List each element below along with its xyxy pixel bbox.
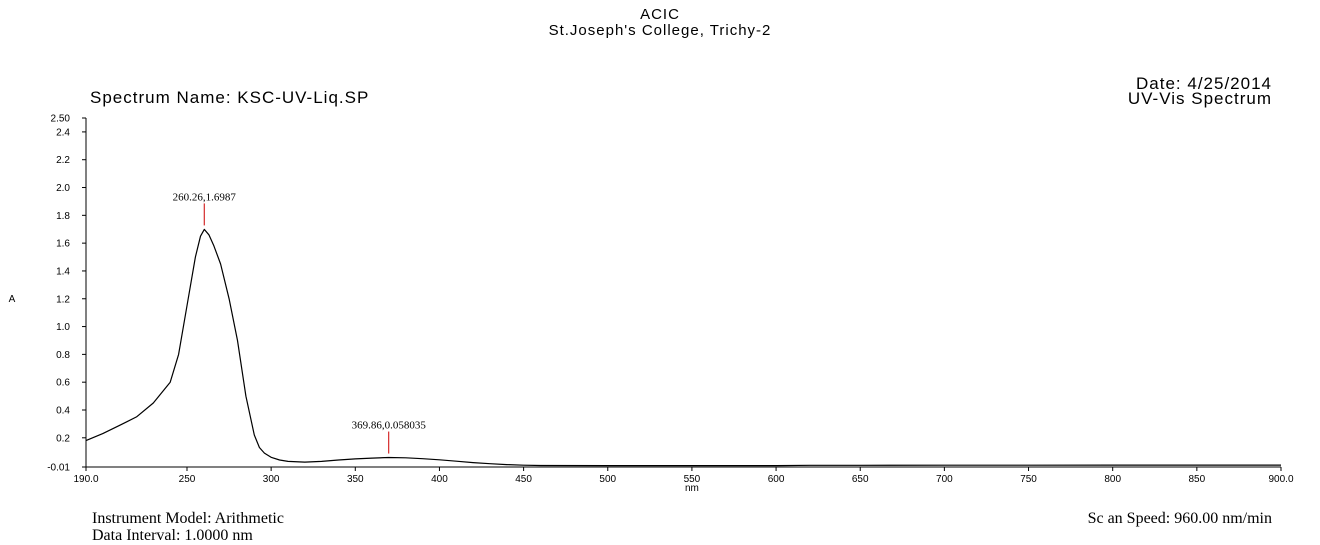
x-tick-label: 850 xyxy=(1189,474,1206,485)
x-tick-label: 600 xyxy=(768,474,785,485)
data-interval: Data Interval: 1.0000 nm xyxy=(92,527,253,544)
scan-speed: Sc an Speed: 960.00 nm/min xyxy=(1087,510,1272,527)
lab-name: ACIC xyxy=(640,6,680,23)
x-tick-label: 300 xyxy=(263,474,280,485)
axes: 190.0 250 300 350 400 450 500 550 600 650 700 750 80… xyxy=(9,114,1294,495)
spectrum-date: Date: 4/25/2014 xyxy=(1136,74,1272,93)
y-axis-label: A xyxy=(9,294,16,305)
x-tick-label: 750 xyxy=(1020,474,1037,485)
peak-label: 369.86,0.058035 xyxy=(352,420,427,432)
y-tick-label: 0.2 xyxy=(56,433,70,444)
y-tick-label: 0.6 xyxy=(56,378,70,389)
instrument-model: Instrument Model: Arithmetic xyxy=(92,510,284,527)
y-tick-label: 0.4 xyxy=(56,405,70,416)
spectrum-trace xyxy=(85,228,1281,467)
institution-name: St.Joseph's College, Trichy-2 xyxy=(548,22,772,39)
x-tick-label: 450 xyxy=(515,474,532,485)
x-tick-label: 250 xyxy=(179,474,196,485)
spectrum-type: UV-Vis Spectrum xyxy=(1127,89,1272,108)
x-tick-label: 900.0 xyxy=(1268,474,1293,485)
y-tick-label: 0.8 xyxy=(56,350,70,361)
y-tick-label: 1.4 xyxy=(56,266,70,277)
x-tick-label: 350 xyxy=(347,474,364,485)
y-tick-label: 1.6 xyxy=(56,239,70,250)
y-tick-label: 1.2 xyxy=(56,294,70,305)
y-tick-label: 2.0 xyxy=(56,183,70,194)
y-tick-label: 2.2 xyxy=(56,155,70,166)
x-tick-label: 700 xyxy=(936,474,953,485)
x-tick-label: 500 xyxy=(599,474,616,485)
spectrum-name: Spectrum Name: KSC-UV-Liq.SP xyxy=(90,88,370,107)
y-tick-label: 1.0 xyxy=(56,322,70,333)
spectrum-line xyxy=(85,228,1281,467)
peak-markers: 260.26,1.6987 369.86,0.058035 xyxy=(173,191,427,454)
y-tick-label: 2.50 xyxy=(51,114,71,125)
x-tick-label: 400 xyxy=(431,474,448,485)
y-tick-label: 2.4 xyxy=(56,127,70,138)
x-axis-label: nm xyxy=(685,483,699,494)
peak-label: 260.26,1.6987 xyxy=(173,191,237,203)
y-tick-label: 1.8 xyxy=(56,211,70,222)
x-tick-label: 190.0 xyxy=(73,474,98,485)
x-tick-label: 800 xyxy=(1104,474,1121,485)
y-tick-label: -0.01 xyxy=(47,463,70,474)
x-tick-label: 650 xyxy=(852,474,869,485)
x-tick-label: 550 xyxy=(684,474,701,485)
